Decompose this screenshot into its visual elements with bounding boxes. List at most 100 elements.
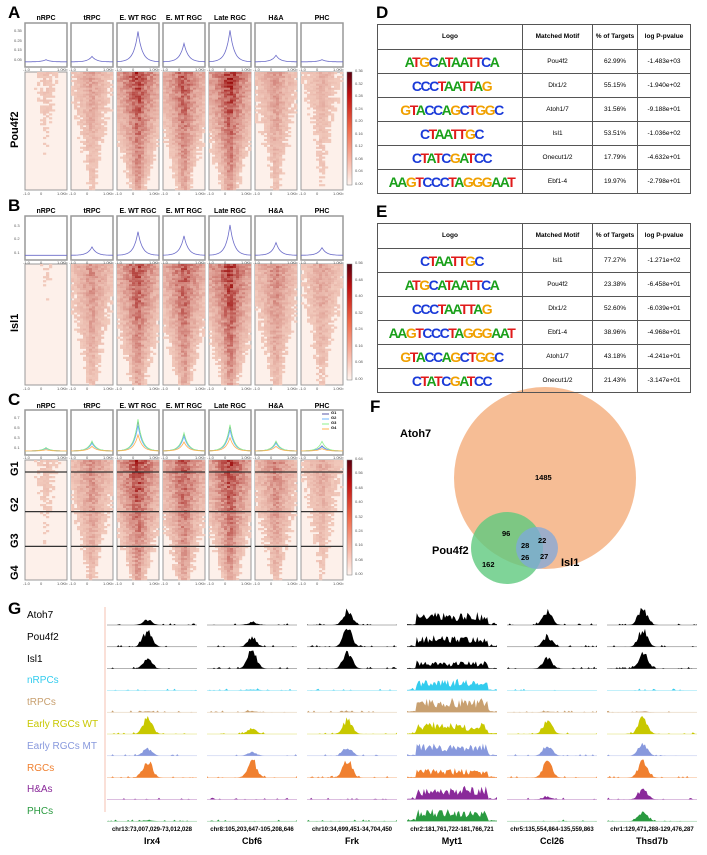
heatmap-cell [135, 314, 139, 317]
heatmap-cell [328, 73, 332, 77]
heatmap-cell [129, 146, 133, 149]
heatmap-cell [199, 105, 203, 108]
heatmap-cell [221, 125, 225, 128]
heatmap-cell [258, 99, 262, 102]
heatmap-cell [153, 264, 157, 267]
heatmap-cell [86, 164, 90, 167]
heatmap-cell [227, 99, 231, 102]
heatmap-cell [110, 73, 114, 77]
heatmap-cell [212, 123, 216, 126]
heatmap-cell [126, 105, 130, 108]
heatmap-cell [236, 180, 240, 183]
heatmap-cell [104, 316, 108, 319]
heatmap-cell [92, 300, 96, 303]
heatmap-cell [273, 77, 277, 81]
heatmap-cell [135, 372, 139, 376]
heatmap-cell [307, 97, 311, 100]
heatmap-cell [169, 81, 173, 84]
heatmap-cell [255, 72, 259, 75]
heatmap-cell [83, 113, 87, 116]
heatmap-cell [178, 127, 182, 130]
heatmap-cell [86, 354, 90, 357]
heatmap-cell [89, 290, 93, 293]
profile-frame [24, 215, 68, 261]
heatmap-cell [230, 97, 234, 100]
heatmap-cell [224, 158, 228, 161]
heatmap-cell [322, 75, 326, 79]
heatmap-cell [282, 138, 286, 142]
heatmap-cell [322, 152, 326, 155]
heatmap-cell [135, 344, 139, 347]
heatmap-cell [153, 266, 157, 269]
heatmap-cell [184, 282, 188, 285]
heatmap-cell [89, 348, 93, 351]
heatmap-cell [150, 318, 154, 321]
profile-line [162, 235, 206, 256]
heatmap-cell [328, 81, 332, 84]
heatmap-cell [92, 304, 96, 307]
heatmap-cell [43, 280, 47, 283]
heatmap-cell [224, 131, 228, 134]
heatmap-cell [163, 272, 167, 275]
heatmap-cell [80, 83, 84, 86]
heatmap-cell [40, 105, 44, 108]
heatmap-cell [328, 72, 332, 75]
heatmap-cell [196, 79, 200, 83]
heatmap-cell [92, 352, 96, 355]
heatmap-cell [273, 188, 277, 191]
heatmap-cell [184, 129, 188, 132]
heatmap-cell [92, 378, 96, 382]
heatmap-cell [117, 298, 121, 301]
heatmap-cell [86, 85, 90, 88]
heatmap-cell [98, 107, 102, 110]
heatmap-cell [215, 109, 219, 112]
heatmap-cell [89, 332, 93, 335]
heatmap-cell [282, 132, 286, 136]
heatmap-cell [236, 184, 240, 187]
heatmap-cell [89, 346, 93, 349]
heatmap-cell [294, 111, 298, 114]
heatmap-cell [193, 268, 197, 271]
heatmap-cell [172, 176, 176, 179]
heatmap-cell [319, 129, 323, 132]
heatmap-cell [74, 270, 78, 273]
heatmap-cell [270, 107, 274, 110]
heatmap-cell [187, 150, 191, 153]
heatmap-cell [178, 186, 182, 189]
heatmap-cell [276, 184, 280, 187]
heatmap-cell [46, 99, 50, 102]
heatmap-cell [233, 113, 237, 116]
heatmap-cell [273, 129, 277, 132]
heatmap-cell [129, 274, 133, 277]
heatmap-cell [270, 127, 274, 130]
heatmap-cell [273, 136, 277, 140]
heatmap-cell [144, 302, 148, 305]
heatmap-cell [71, 304, 75, 307]
heatmap-cell [120, 101, 124, 104]
heatmap-cell [46, 72, 50, 75]
heatmap-cell [138, 89, 142, 92]
heatmap-cell [233, 184, 237, 187]
heatmap-cell [71, 288, 75, 291]
heatmap-cell [129, 136, 133, 140]
heatmap-cell [196, 89, 200, 92]
heatmap-cell [92, 127, 96, 130]
heatmap-cell [132, 320, 136, 323]
heatmap-cell [153, 336, 157, 339]
heatmap-cell [270, 152, 274, 155]
heatmap-cell [107, 318, 111, 321]
heatmap-cell [132, 276, 136, 279]
heatmap-cell [310, 95, 314, 98]
heatmap-cell [147, 166, 151, 169]
heatmap-cell [77, 83, 81, 86]
heatmap-cell [150, 310, 154, 313]
heatmap-cell [89, 368, 93, 372]
heatmap-cell [104, 97, 108, 100]
heatmap-cell [224, 127, 228, 130]
heatmap-cell [215, 77, 219, 81]
heatmap-cell [83, 304, 87, 307]
heatmap-cell [245, 119, 249, 122]
heatmap-cell [126, 306, 130, 309]
heatmap-cell [337, 75, 341, 79]
heatmap-cell [276, 109, 280, 112]
